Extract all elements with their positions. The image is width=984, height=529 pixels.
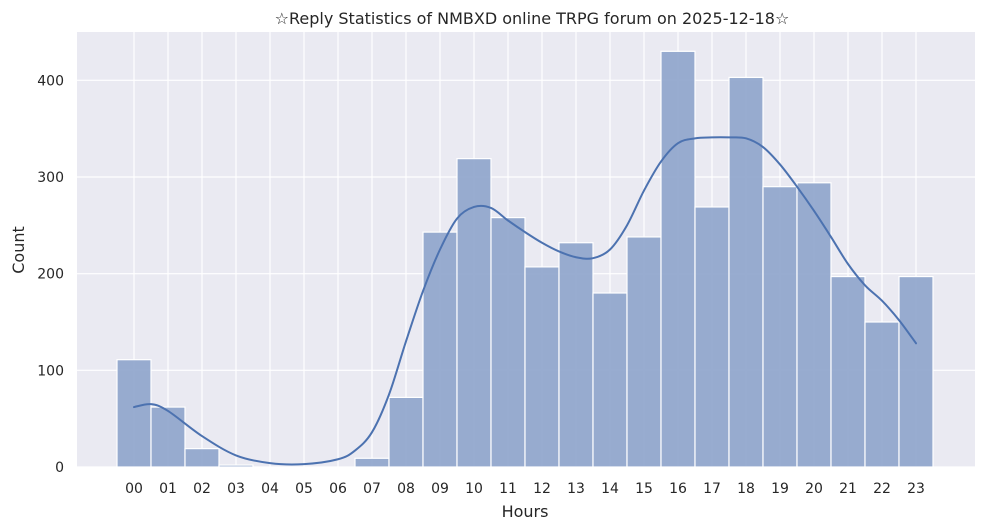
histogram-bar — [354, 457, 390, 468]
x-tick-label: 03 — [227, 481, 245, 497]
x-tick-label: 11 — [499, 481, 517, 497]
histogram-bar — [660, 50, 696, 468]
histogram-bar — [116, 359, 152, 468]
x-tick-label: 19 — [771, 481, 789, 497]
histogram-bar — [456, 158, 492, 468]
bars-layer — [116, 50, 934, 468]
histogram-bar — [184, 448, 220, 468]
x-tick-label: 23 — [907, 481, 925, 497]
y-tick-labels: 0 100 200 300 400 — [37, 73, 64, 476]
histogram-bar — [490, 217, 526, 468]
x-tick-labels: 00 01 02 03 04 05 06 07 08 09 10 11 12 13 14 15 16 17 18 19… — [125, 481, 925, 497]
x-axis-label: Hours — [502, 502, 549, 521]
histogram-bar — [218, 464, 254, 468]
x-tick-label: 04 — [261, 481, 279, 497]
histogram-bar — [422, 231, 458, 468]
x-tick-label: 10 — [465, 481, 483, 497]
y-tick-label: 200 — [37, 267, 64, 283]
x-tick-label: 05 — [295, 481, 313, 497]
histogram-bar — [728, 76, 764, 468]
chart-title: ☆Reply Statistics of NMBXD online TRPG f… — [275, 9, 790, 28]
x-tick-label: 14 — [601, 481, 619, 497]
x-tick-label: 09 — [431, 481, 449, 497]
x-tick-label: 12 — [533, 481, 551, 497]
histogram-bar — [388, 396, 424, 468]
x-tick-label: 15 — [635, 481, 653, 497]
histogram-bar — [864, 321, 900, 468]
y-tick-label: 400 — [37, 73, 64, 89]
x-tick-label: 08 — [397, 481, 415, 497]
y-axis-label: Count — [9, 226, 28, 274]
histogram-bar — [592, 292, 628, 468]
x-tick-label: 18 — [737, 481, 755, 497]
x-tick-label: 00 — [125, 481, 143, 497]
y-tick-label: 0 — [55, 460, 64, 476]
y-tick-label: 100 — [37, 363, 64, 379]
x-tick-label: 01 — [159, 481, 177, 497]
histogram-bar — [898, 275, 934, 468]
x-tick-label: 17 — [703, 481, 721, 497]
x-tick-label: 16 — [669, 481, 687, 497]
x-tick-label: 07 — [363, 481, 381, 497]
histogram-bar — [524, 266, 560, 468]
histogram-bar — [150, 406, 186, 468]
x-tick-label: 06 — [329, 481, 347, 497]
histogram-bar — [830, 275, 866, 468]
kde-line — [133, 136, 917, 466]
histogram-bar — [558, 242, 594, 468]
x-tick-label: 13 — [567, 481, 585, 497]
x-tick-label: 02 — [193, 481, 211, 497]
x-tick-label: 20 — [805, 481, 823, 497]
histogram-bar — [762, 186, 798, 468]
y-tick-label: 300 — [37, 170, 64, 186]
x-tick-label: 21 — [839, 481, 857, 497]
x-tick-label: 22 — [873, 481, 891, 497]
histogram-bar — [626, 236, 662, 468]
histogram-bar — [796, 182, 832, 468]
histogram-bar — [694, 206, 730, 468]
